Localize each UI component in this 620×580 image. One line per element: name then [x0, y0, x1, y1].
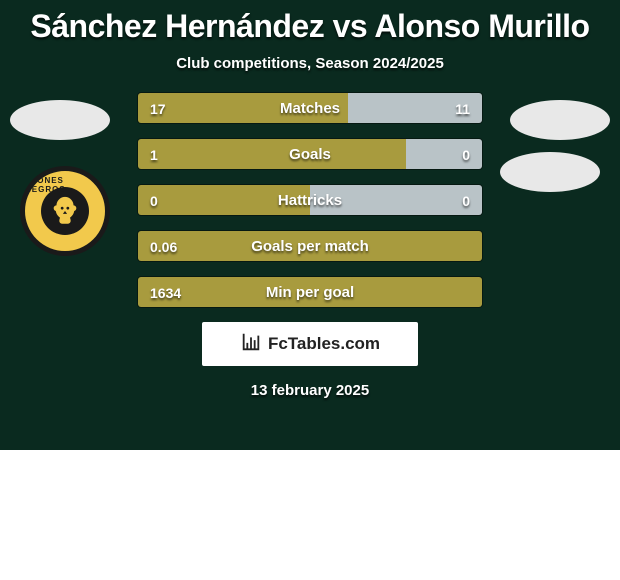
bar-right-fill	[348, 93, 482, 123]
bar-left-fill	[138, 139, 406, 169]
player-right-logo-placeholder	[510, 100, 610, 140]
stat-row: Matches1711	[137, 92, 483, 124]
player-left-logo-placeholder	[10, 100, 110, 140]
brand-text: FcTables.com	[268, 334, 380, 354]
bar-left-fill	[138, 93, 348, 123]
club-logo-left: LEONES NEGROS	[20, 166, 110, 256]
stat-bars: Matches1711 Goals10 Hattricks00 Goals per m…	[137, 92, 483, 308]
date-text: 13 february 2025	[0, 382, 620, 399]
bar-left-fill	[138, 185, 310, 215]
bar-right-fill	[406, 139, 482, 169]
lion-icon	[41, 187, 89, 235]
stat-row: Min per goal1634	[137, 276, 483, 308]
page-title: Sánchez Hernández vs Alonso Murillo	[0, 8, 620, 45]
stat-row: Hattricks00	[137, 184, 483, 216]
club-name-arc: LEONES NEGROS	[25, 176, 105, 194]
subtitle: Club competitions, Season 2024/2025	[0, 55, 620, 72]
chart-icon	[240, 331, 262, 358]
brand-badge: FcTables.com	[202, 322, 418, 366]
stat-row: Goals per match0.06	[137, 230, 483, 262]
comparison-area: LEONES NEGROS Matches1711 Goals10 Hattrick…	[0, 92, 620, 308]
club-logo-right-placeholder	[500, 152, 600, 192]
bar-left-fill	[138, 277, 482, 307]
bar-right-fill	[310, 185, 482, 215]
stat-row: Goals10	[137, 138, 483, 170]
bar-left-fill	[138, 231, 482, 261]
comparison-card: Sánchez Hernández vs Alonso Murillo Club…	[0, 0, 620, 450]
